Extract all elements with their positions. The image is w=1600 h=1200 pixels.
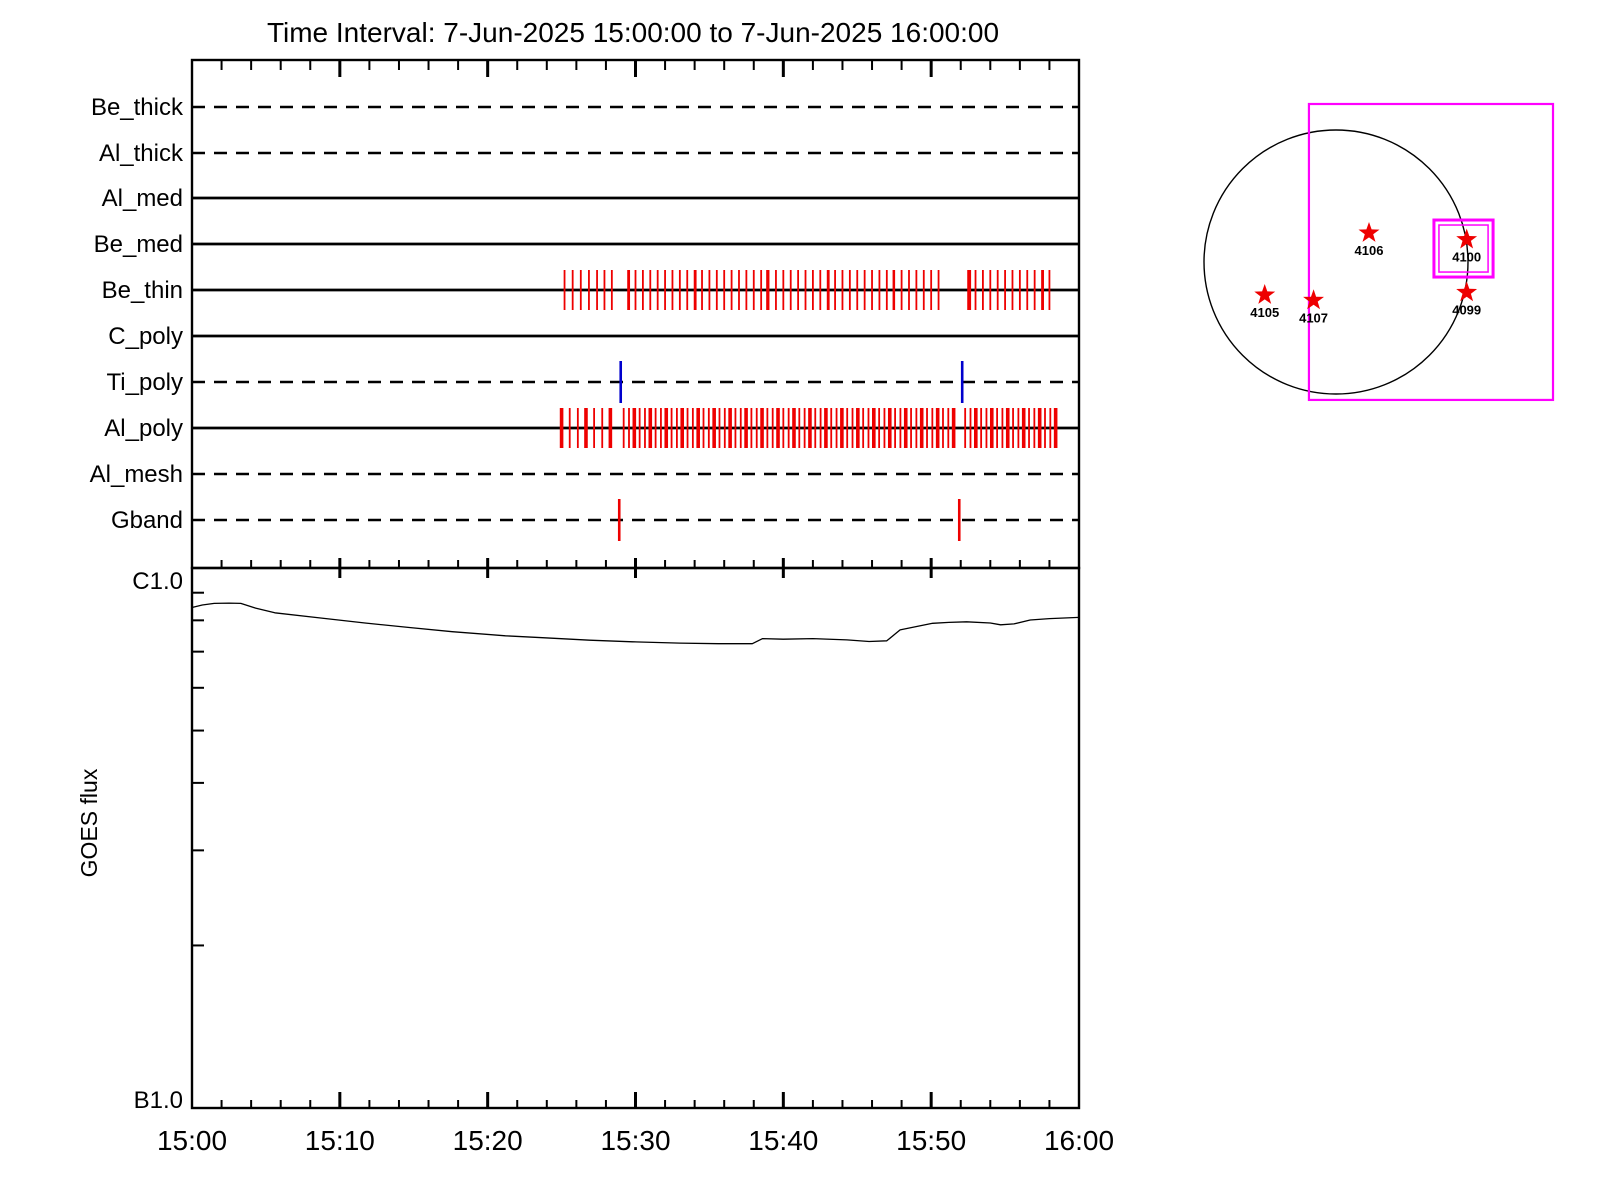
- channel-row-Be_med: Be_med: [94, 231, 1079, 258]
- channel-row-Al_poly: Al_poly: [104, 408, 1079, 448]
- active-region-star-icon: [1456, 281, 1478, 302]
- channel-row-Al_med: Al_med: [102, 185, 1079, 212]
- channel-label-Al_mesh: Al_mesh: [90, 461, 183, 488]
- time-axis-label: 15:50: [896, 1125, 966, 1156]
- axis-ticks: [192, 60, 1051, 1108]
- channel-label-C_poly: C_poly: [108, 323, 183, 350]
- channel-label-Be_thin: Be_thin: [102, 277, 183, 304]
- channel-label-Be_med: Be_med: [94, 231, 183, 258]
- active-region-label: 4106: [1355, 243, 1384, 258]
- channel-rows: Be_thick Al_thick Al_med Be_med Be_thin C_pol…: [90, 94, 1079, 541]
- channel-row-Be_thin: Be_thin: [102, 270, 1079, 310]
- channel-label-Gband: Gband: [111, 507, 183, 534]
- active-region-4107: 4107: [1299, 289, 1328, 325]
- flare-region-box-inner: [1438, 224, 1489, 273]
- time-axis-label: 15:40: [748, 1125, 818, 1156]
- goes-flux-curve: [191, 602, 1080, 645]
- channel-label-Al_med: Al_med: [102, 185, 183, 212]
- active-region-label: 4099: [1452, 302, 1481, 317]
- timeline-panel-frame: [190, 58, 1081, 570]
- solar-limb-circle: [1203, 129, 1469, 395]
- channel-label-Al_thick: Al_thick: [99, 140, 184, 167]
- active-region-label: 4100: [1452, 250, 1481, 265]
- goes-panel-frame: [190, 566, 1081, 1110]
- channel-row-Ti_poly: Ti_poly: [107, 361, 1079, 403]
- channel-label-Ti_poly: Ti_poly: [107, 369, 183, 396]
- solar-disk-panel: 4106 4100 4099 4105 4107: [1203, 102, 1555, 402]
- channel-row-Al_mesh: Al_mesh: [90, 461, 1079, 488]
- active-region-label: 4107: [1299, 310, 1328, 325]
- active-region-4106: 4106: [1355, 222, 1384, 258]
- axis-labels: 15:00 15:10 15:20 15:30 15:40 15:50 16:00: [157, 1125, 1114, 1156]
- time-axis-label: 15:20: [453, 1125, 523, 1156]
- channel-label-Be_thick: Be_thick: [91, 94, 184, 121]
- time-axis-label: 15:30: [600, 1125, 670, 1156]
- goes-ybottom-label: B1.0: [134, 1087, 183, 1114]
- active-region-star-icon: [1303, 289, 1324, 310]
- time-axis-label: 15:10: [305, 1125, 375, 1156]
- active-region-4099: 4099: [1452, 281, 1481, 317]
- active-region-star-icon: [1456, 228, 1478, 249]
- time-axis-label: 15:00: [157, 1125, 227, 1156]
- channel-row-Gband: Gband: [111, 499, 1079, 541]
- page-title: Time Interval: 7-Jun-2025 15:00:00 to 7-…: [267, 17, 999, 48]
- time-axis-label: 16:00: [1044, 1125, 1114, 1156]
- channel-row-Be_thick: Be_thick: [91, 94, 1079, 121]
- active-region-4100: 4100: [1452, 228, 1481, 265]
- xrt-fov-rect: [1307, 102, 1555, 402]
- active-region-label: 4105: [1250, 305, 1279, 320]
- channel-row-C_poly: C_poly: [108, 323, 1079, 350]
- active-region-star-icon: [1358, 222, 1380, 242]
- goes-curve-group: [191, 602, 1080, 645]
- channel-row-Al_thick: Al_thick: [99, 140, 1079, 167]
- goes-axis-title: GOES flux: [76, 768, 102, 877]
- panel-frames: [190, 58, 1081, 1110]
- channel-label-Al_poly: Al_poly: [104, 415, 183, 442]
- flare-region-box-outer: [1432, 218, 1495, 279]
- active-region-4105: 4105: [1250, 284, 1279, 320]
- active-region-star-icon: [1254, 284, 1276, 304]
- goes-ytop-label: C1.0: [132, 568, 183, 595]
